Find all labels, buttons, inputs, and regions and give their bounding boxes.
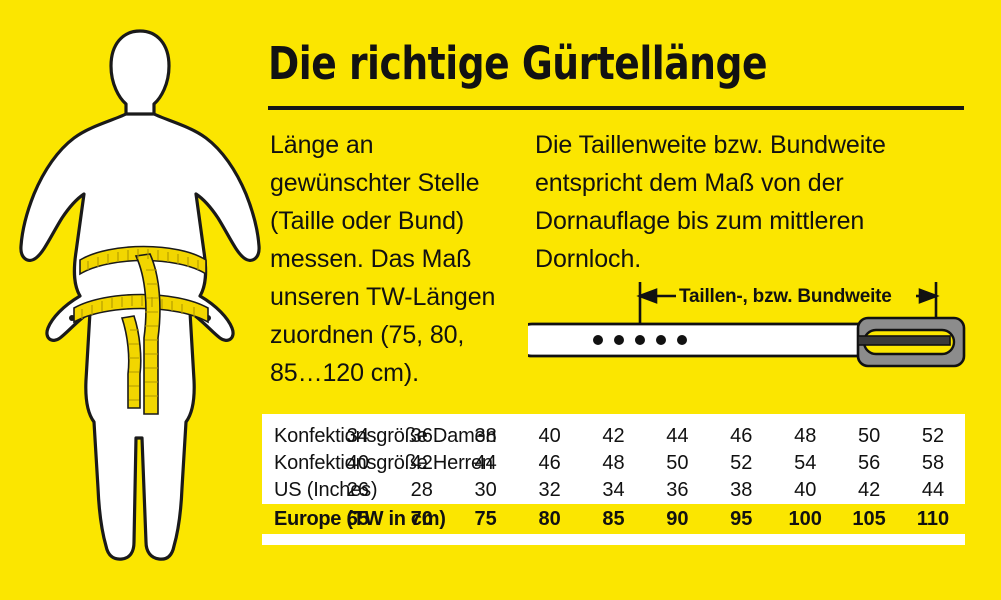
measure-arrow [636, 288, 940, 304]
table-cell: 36 [410, 425, 433, 447]
table-cell: 40 [794, 479, 817, 501]
title-divider [268, 106, 964, 110]
table-cell: 70 [389, 504, 454, 534]
table-row: US (Inches) 26 28 30 32 34 36 38 40 42 44 [262, 477, 965, 504]
table-row-label: US (Inches) [274, 479, 378, 501]
table-cell: 110 [901, 504, 965, 534]
table-cell: 58 [921, 452, 945, 474]
instruction-text-left: Länge an gewünschter Stelle (Taille oder… [270, 131, 496, 387]
table-cell: 28 [410, 479, 433, 501]
table-cell: 52 [921, 425, 945, 447]
table-cell: 34 [346, 425, 369, 447]
table-cell: 46 [538, 452, 561, 474]
table-cell: 85 [581, 504, 646, 534]
table-cell: 50 [857, 425, 881, 447]
table-cell: 40 [346, 452, 369, 474]
table-row-label: Konfektionsgröße Herren [274, 452, 493, 474]
table-cell: 54 [794, 452, 817, 474]
table-row-label: Europe (TW in cm) [262, 504, 446, 534]
table-cell: 44 [474, 452, 497, 474]
table-cell: 26 [346, 479, 369, 501]
table-cell: 100 [773, 504, 838, 534]
table-cell: 42 [410, 452, 433, 474]
table-cell: 48 [602, 452, 625, 474]
belt-holes [593, 335, 687, 345]
table-cell: 75 [453, 504, 518, 534]
table-cell: 90 [645, 504, 710, 534]
table-cell: 34 [602, 479, 625, 501]
table-cell: 80 [517, 504, 582, 534]
table-cell: 65 [325, 504, 390, 534]
table-cell: 52 [730, 452, 753, 474]
belt-diagram [514, 278, 973, 378]
table-cell: 44 [666, 425, 689, 447]
tape-ticks [81, 249, 199, 401]
belt-buckle [856, 316, 966, 368]
page-title: Die richtige Gürtellänge [268, 37, 768, 90]
table-cell: 105 [837, 504, 902, 534]
body-silhouette-illustration [18, 18, 263, 578]
table-cell: 46 [730, 425, 753, 447]
table-row: Konfektionsgröße Herren 40 42 44 46 48 50 52 54 5… [262, 450, 965, 477]
table-cell: 40 [538, 425, 561, 447]
table-cell: 56 [857, 452, 881, 474]
table-row: Konfektionsgröße Damen 34 36 38 40 42 44 46 48 50… [262, 423, 965, 450]
instruction-text-right: Die Taillenweite bzw. Bundweite entspric… [535, 131, 886, 273]
table-cell: 36 [666, 479, 689, 501]
measure-label: Taillen-, bzw. Bundweite [679, 286, 892, 307]
table-cell: 48 [794, 425, 817, 447]
table-cell: 42 [602, 425, 625, 447]
table-cell: 42 [857, 479, 881, 501]
table-cell: 38 [474, 425, 497, 447]
table-cell: 38 [730, 479, 753, 501]
table-cell: 95 [709, 504, 774, 534]
buckle-prong [857, 335, 951, 346]
table-cell: 44 [921, 479, 945, 501]
table-cell: 50 [666, 452, 689, 474]
table-row-label: Konfektionsgröße Damen [274, 425, 497, 447]
size-table-panel: Konfektionsgröße Damen 34 36 38 40 42 44 46 48 50… [262, 414, 965, 545]
table-cell: 32 [538, 479, 561, 501]
table-cell: 30 [474, 479, 497, 501]
size-table: Konfektionsgröße Damen 34 36 38 40 42 44 46 48 50… [262, 414, 965, 534]
table-top-spacer [262, 414, 965, 423]
